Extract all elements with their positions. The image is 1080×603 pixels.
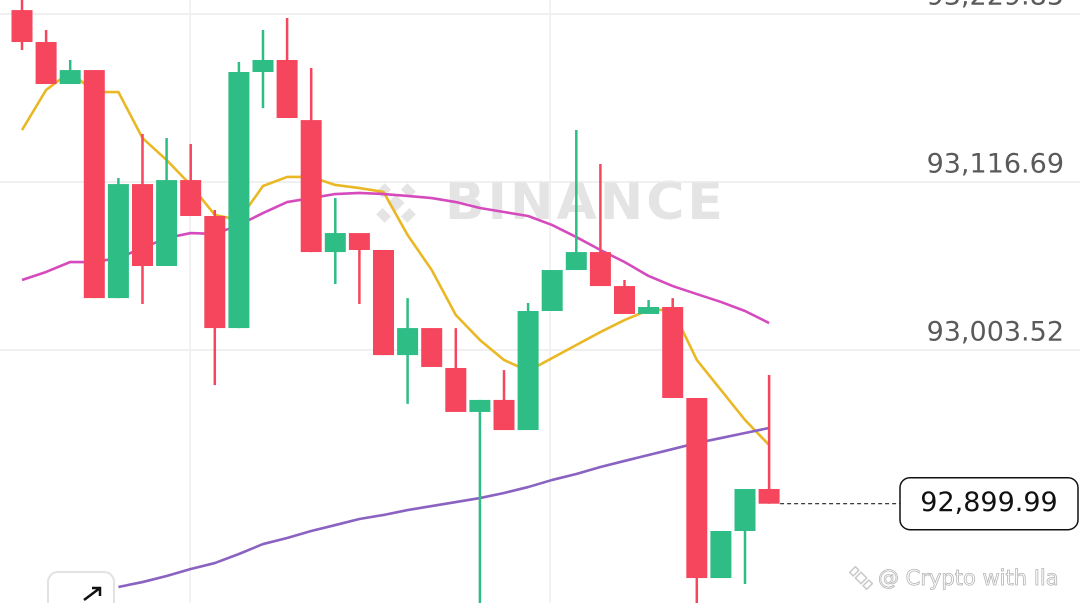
- credit-text: @ Crypto with Ila: [878, 566, 1059, 590]
- watermark-text: BINANCE: [445, 172, 726, 232]
- y-tick-label: 93,003.52: [927, 317, 1064, 348]
- candle-body: [421, 328, 443, 367]
- candle-body: [445, 368, 467, 412]
- candle-body: [228, 71, 250, 329]
- candle-body: [710, 531, 732, 579]
- candle-body: [758, 488, 780, 504]
- candle-body: [638, 306, 660, 314]
- candle-body: [300, 120, 322, 253]
- candle-body: [517, 311, 539, 431]
- candle-body: [662, 306, 684, 398]
- candle-body: [107, 184, 129, 299]
- candle-body: [348, 233, 370, 250]
- ma-line: [118, 426, 770, 589]
- candle-body: [35, 42, 57, 85]
- credit-logo: [848, 565, 874, 591]
- candle-body: [132, 184, 153, 267]
- candle-body: [252, 59, 274, 72]
- candle-body: [373, 249, 394, 356]
- candle-body: [589, 252, 611, 287]
- ma-lines: [20, 70, 771, 589]
- candle-body: [493, 399, 515, 431]
- candle-body: [83, 70, 105, 299]
- candle-body: [11, 10, 33, 43]
- price-box: [899, 476, 1079, 531]
- y-axis: 93,229.85 93,116.69 93,003.52 92,899.99: [780, 0, 1079, 531]
- candle-body: [734, 488, 756, 532]
- candle-body: [397, 328, 419, 356]
- candle-body: [469, 399, 491, 412]
- candle-body: [276, 59, 298, 119]
- candle-body: [204, 215, 226, 329]
- candle-body: [324, 233, 346, 253]
- y-tick-label: 93,116.69: [927, 149, 1064, 180]
- candle-body: [614, 286, 635, 314]
- watermark: BINANCE: [376, 172, 726, 232]
- candle-body: [180, 180, 202, 216]
- candle-body: [541, 270, 563, 312]
- candle-body: [59, 70, 81, 85]
- y-tick-label: 93,229.85: [927, 0, 1064, 12]
- tool-button[interactable]: [47, 571, 115, 603]
- candle-body: [156, 180, 178, 267]
- price-label: 92,899.99: [920, 487, 1057, 518]
- candles: [11, 0, 780, 603]
- grid: [0, 13, 1080, 351]
- candle-body: [565, 252, 587, 271]
- candle-body: [686, 397, 708, 579]
- watermark-logo: [376, 183, 416, 223]
- tool-icon: [83, 586, 102, 601]
